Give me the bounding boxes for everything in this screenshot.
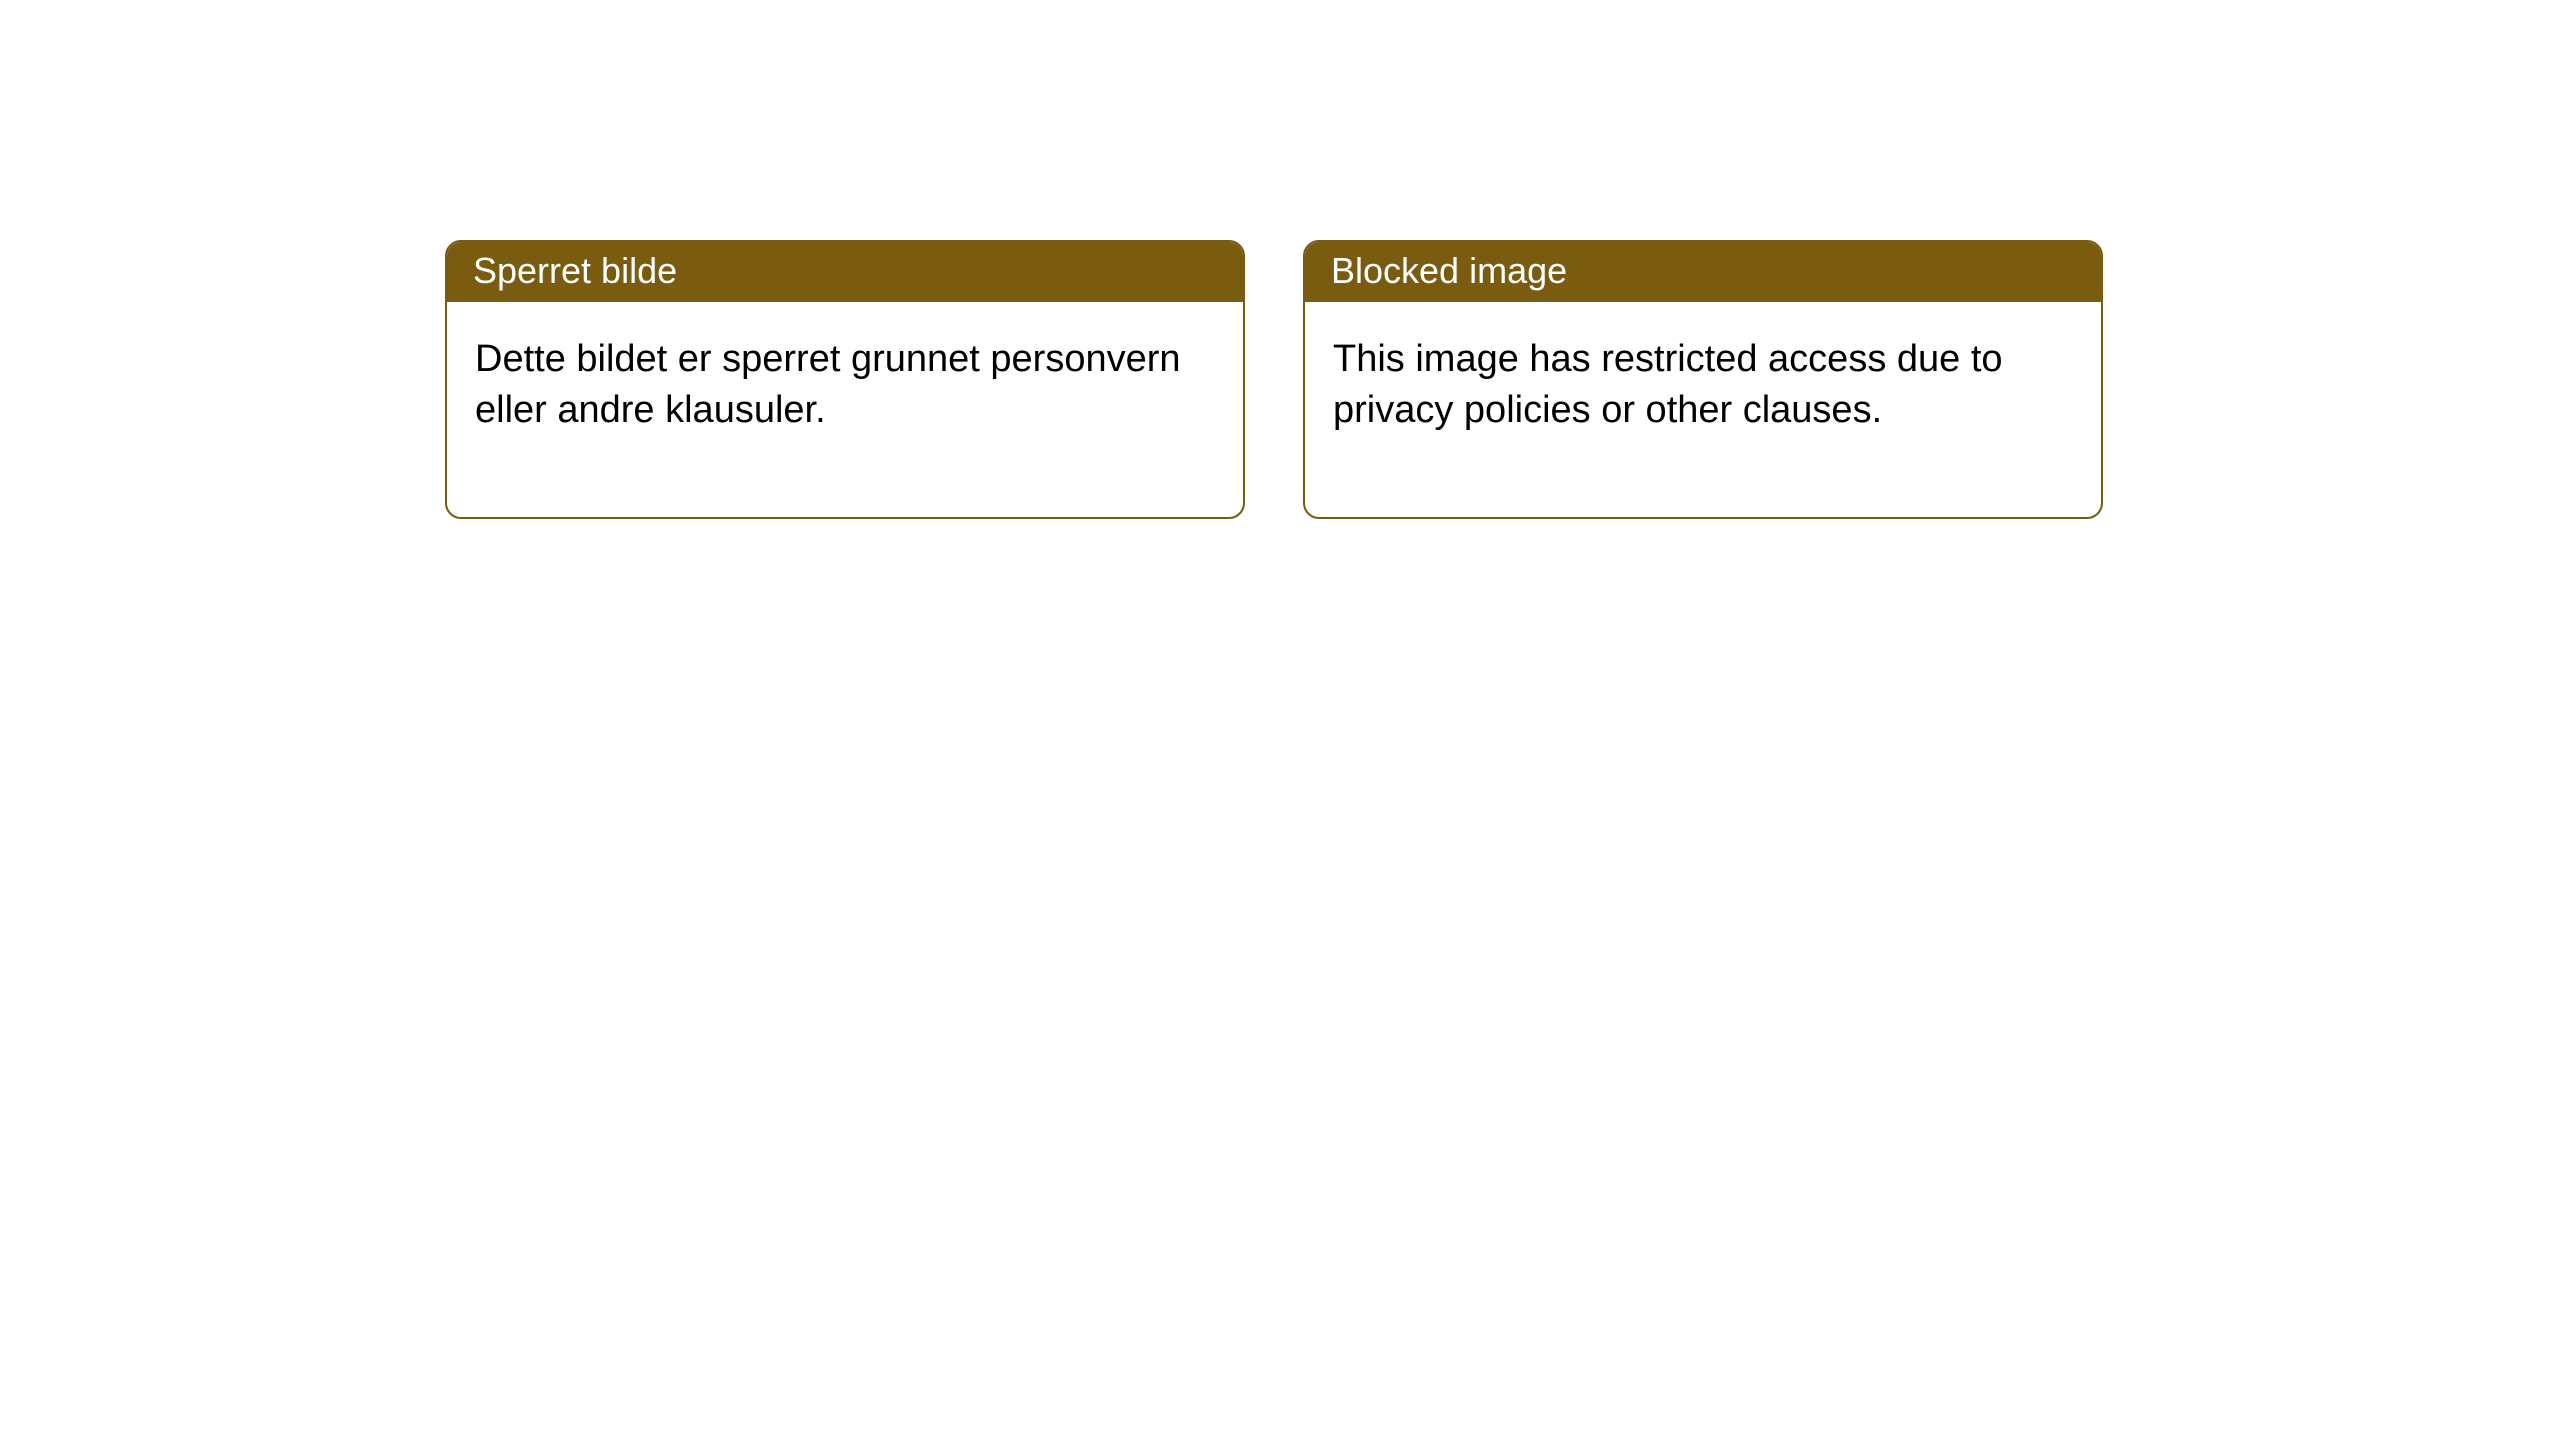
notice-body: This image has restricted access due to … bbox=[1305, 302, 2101, 517]
notice-header: Blocked image bbox=[1305, 242, 2101, 302]
notice-body: Dette bildet er sperret grunnet personve… bbox=[447, 302, 1243, 517]
notice-box-norwegian: Sperret bilde Dette bildet er sperret gr… bbox=[445, 240, 1245, 519]
notice-box-english: Blocked image This image has restricted … bbox=[1303, 240, 2103, 519]
notice-container: Sperret bilde Dette bildet er sperret gr… bbox=[0, 0, 2560, 519]
notice-header: Sperret bilde bbox=[447, 242, 1243, 302]
